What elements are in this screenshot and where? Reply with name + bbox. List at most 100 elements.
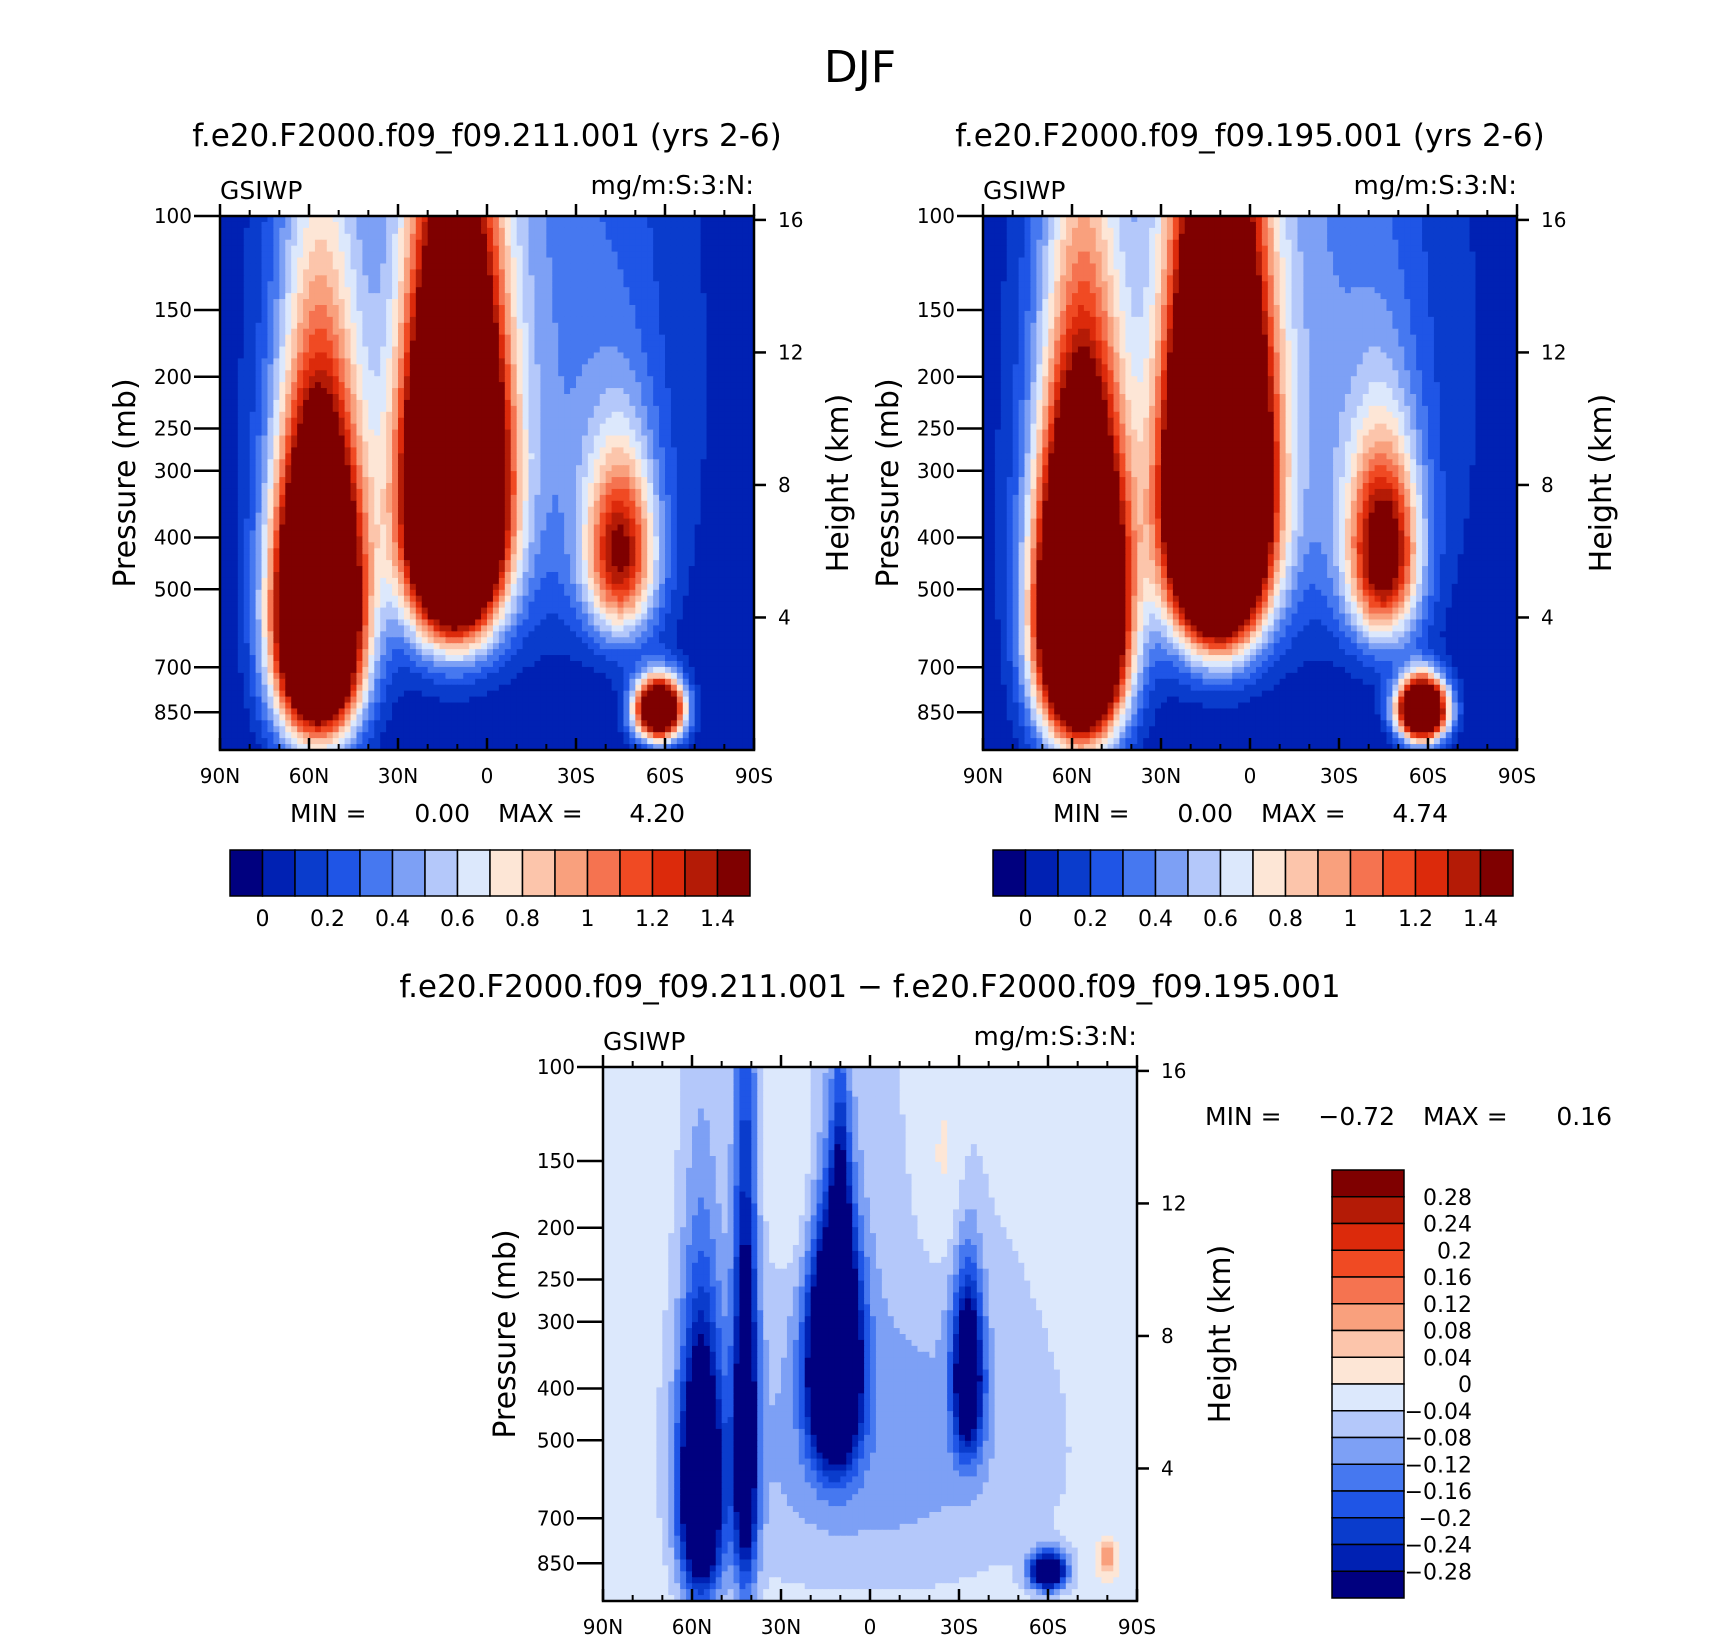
contour-cell: [570, 429, 577, 437]
contour-cell: [255, 352, 263, 359]
contour-cell: [694, 239, 702, 247]
contour-cell: [285, 388, 292, 395]
contour-cell: [243, 233, 251, 241]
contour-cell: [510, 411, 518, 419]
contour-cell: [220, 411, 227, 419]
contour-cell: [368, 299, 375, 306]
contour-cell: [516, 293, 524, 300]
contour-cell: [439, 370, 447, 377]
contour-cell: [528, 500, 536, 508]
contour-cell: [409, 251, 417, 259]
contour-cell: [225, 388, 233, 395]
contour-cell: [451, 447, 458, 454]
contour-cell: [297, 227, 304, 235]
contour-cell: [427, 435, 435, 443]
contour-cell: [546, 483, 553, 490]
contour-cell: [326, 524, 334, 532]
contour-cell: [392, 216, 399, 223]
contour-cell: [220, 441, 227, 448]
contour-cell: [670, 293, 678, 300]
contour-cell: [718, 423, 725, 431]
contour-cell: [421, 494, 429, 502]
contour-cell: [231, 512, 239, 520]
contour-cell: [581, 477, 589, 484]
contour-cell: [309, 524, 316, 532]
contour-cell: [427, 239, 435, 247]
contour-cell: [611, 227, 619, 235]
contour-cell: [688, 471, 696, 478]
contour-cell: [593, 506, 601, 514]
contour-cell: [225, 417, 233, 425]
contour-cell: [356, 471, 363, 478]
contour-cell: [415, 417, 423, 425]
contour-cell: [570, 417, 577, 425]
contour-cell: [629, 227, 636, 235]
contour-cell: [368, 346, 375, 354]
contour-cell: [326, 281, 334, 288]
contour-cell: [273, 483, 280, 490]
contour-cell: [534, 441, 541, 448]
contour-cell: [558, 245, 565, 253]
contour-cell: [629, 506, 636, 514]
contour-cell: [398, 221, 405, 229]
contour-cell: [451, 233, 458, 241]
contour-cell: [653, 494, 660, 502]
contour-cell: [724, 310, 731, 318]
contour-cell: [469, 382, 476, 389]
contour-cell: [392, 316, 399, 324]
contour-cell: [386, 423, 393, 431]
contour-cell: [706, 364, 714, 371]
contour-cell: [694, 305, 702, 312]
contour-cell: [386, 394, 393, 401]
contour-cell: [718, 233, 725, 241]
contour-cell: [350, 352, 358, 359]
contour-cell: [516, 399, 524, 407]
contour-cell: [712, 364, 719, 371]
contour-cell: [700, 459, 708, 466]
contour-cell: [599, 328, 607, 336]
contour-cell: [409, 494, 417, 502]
contour-cell: [350, 506, 358, 514]
contour-cell: [706, 488, 714, 496]
contour-cell: [386, 346, 393, 354]
contour-cell: [516, 536, 524, 543]
contour-cell: [564, 269, 571, 276]
contour-cell: [706, 299, 714, 306]
contour-cell: [439, 435, 447, 443]
contour-cell: [314, 322, 322, 330]
contour-cell: [576, 417, 583, 425]
contour-cell: [534, 388, 541, 395]
contour-cell: [742, 483, 749, 490]
contour-cell: [249, 536, 257, 543]
contour-cell: [659, 382, 666, 389]
contour-cell: [676, 257, 684, 265]
contour-cell: [576, 364, 583, 371]
contour-cell: [552, 435, 559, 443]
contour-cell: [220, 352, 227, 359]
contour-cell: [237, 239, 245, 247]
contour-cell: [635, 376, 642, 383]
contour-cell: [623, 221, 630, 229]
contour-cell: [534, 382, 541, 389]
contour-cell: [641, 299, 648, 306]
contour-cell: [682, 263, 690, 270]
contour-cell: [516, 459, 524, 466]
contour-cell: [255, 506, 263, 514]
contour-cell: [409, 322, 417, 330]
contour-cell: [409, 370, 417, 377]
contour-cell: [451, 281, 458, 288]
contour-cell: [451, 376, 458, 383]
contour-cell: [255, 328, 263, 336]
contour-cell: [617, 346, 625, 354]
contour-cell: [694, 441, 702, 448]
contour-cell: [285, 275, 292, 282]
contour-cell: [665, 483, 672, 490]
contour-cell: [344, 216, 352, 223]
contour-cell: [457, 287, 464, 294]
contour-cell: [392, 257, 399, 265]
contour-cell: [581, 263, 589, 270]
contour-cell: [267, 216, 274, 223]
contour-cell: [487, 483, 494, 490]
contour-cell: [629, 293, 636, 300]
contour-cell: [688, 512, 696, 520]
